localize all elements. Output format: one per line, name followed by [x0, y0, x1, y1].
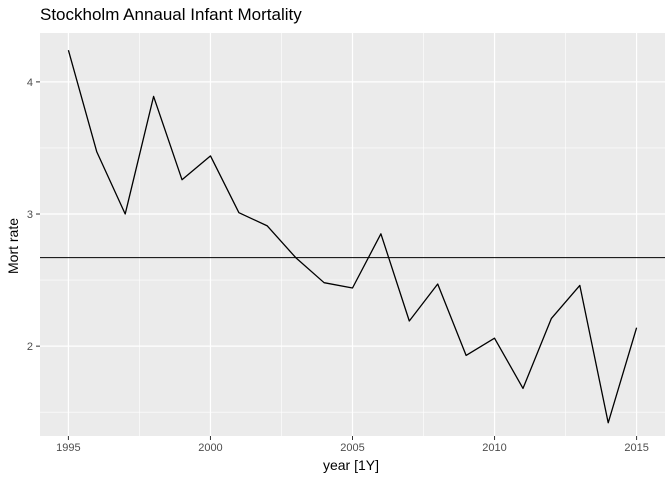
x-tick-label: 1995: [56, 442, 80, 454]
y-tick-label: 2: [27, 341, 33, 353]
x-axis-title: year [1Y]: [323, 457, 379, 473]
series-group: [67, 50, 638, 424]
x-tick-label: 2010: [482, 442, 506, 454]
y-axis-title: Mort rate: [5, 218, 21, 274]
grid-lines: [40, 33, 665, 436]
series-line: [67, 50, 638, 424]
y-tick-label: 4: [27, 77, 33, 89]
x-tick-label: 2015: [624, 442, 648, 454]
x-tick-label: 2005: [340, 442, 364, 454]
axes: 1995 2000 2005 2010 2015 2 3 4: [27, 77, 649, 454]
x-tick-label: 2000: [198, 442, 222, 454]
y-tick-label: 3: [27, 209, 33, 221]
chart-title: Stockholm Annaual Infant Mortality: [40, 5, 302, 24]
